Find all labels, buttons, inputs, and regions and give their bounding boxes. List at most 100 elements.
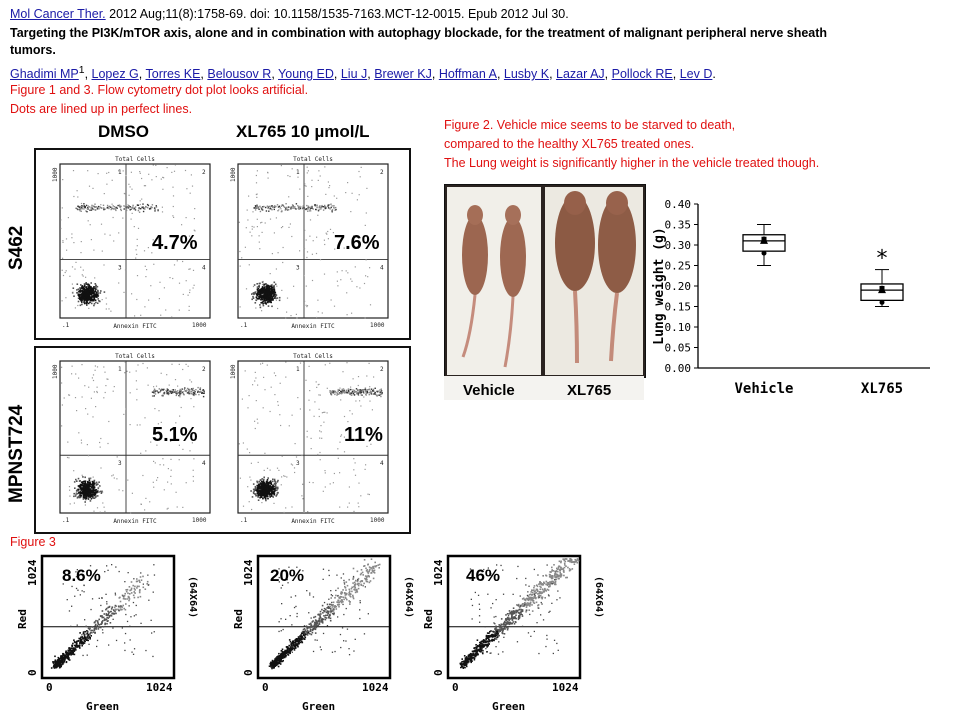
x-category-label: Vehicle (734, 381, 793, 397)
quadrant-label: 2 (380, 169, 384, 176)
plot-bottom-label: Annexin FITC (113, 518, 157, 525)
x-axis-label: Green (86, 700, 119, 713)
article-title-line2: tumors. (10, 42, 56, 59)
x-axis-label: Green (302, 700, 335, 713)
plot-top-label: Total Cells (293, 353, 333, 360)
percent-fig3-3: 46% (466, 566, 500, 586)
note-figure1-3-line1: Figure 1 and 3. Flow cytometry dot plot … (10, 81, 308, 99)
author-link[interactable]: Lev D (680, 67, 713, 81)
quadrant-label: 4 (380, 460, 384, 467)
author-link[interactable]: Belousov R (207, 67, 271, 81)
quadrant-label: 3 (118, 460, 122, 467)
x-tick-label: 1024 (362, 681, 389, 694)
y-axis-label: Red (232, 609, 245, 629)
citation-line: Mol Cancer Ther. 2012 Aug;11(8):1758-69.… (10, 6, 569, 22)
quadrant-label: 2 (202, 169, 206, 176)
y-tick-label: 0.40 (665, 198, 692, 211)
box-xl765 (861, 270, 903, 307)
plot-top-label: Total Cells (115, 156, 155, 163)
y-tick-label: 1024 (242, 559, 255, 586)
tick-label: .1 (62, 322, 70, 329)
citation-text: 2012 Aug;11(8):1758-69. doi: 10.1158/153… (106, 7, 569, 21)
note-figure2-line1: Figure 2. Vehicle mice seems to be starv… (444, 116, 735, 134)
article-title-line1: Targeting the PI3K/mTOR axis, alone and … (10, 25, 827, 42)
author-link[interactable]: Ghadimi MP (10, 67, 79, 81)
tick-label: 1000 (370, 322, 385, 329)
author-link[interactable]: Pollock RE (612, 67, 673, 81)
quadrant-label: 2 (380, 366, 384, 373)
tick-label: 1000 (192, 517, 207, 524)
plot-top-label: Total Cells (293, 156, 333, 163)
y-tick-label: 0.35 (665, 219, 692, 232)
author-link[interactable]: Liu J (341, 67, 367, 81)
quadrant-label: 4 (202, 460, 206, 467)
row-label-mpnst724: MPNST724 (6, 405, 28, 503)
percent-fig3-2: 20% (270, 566, 304, 586)
y-axis-label: Lung weight (g) (652, 227, 667, 344)
y-tick-label: 1024 (26, 559, 39, 586)
y-tick-label: 0.05 (665, 342, 692, 355)
mouse-label-vehicle: Vehicle (463, 382, 515, 399)
mouse-label-xl765: XL765 (567, 382, 611, 399)
tick-label: .1 (240, 322, 248, 329)
percent-fig3-1: 8.6% (62, 566, 101, 586)
quadrant-label: 4 (202, 264, 206, 271)
y-tick-label: 0.10 (665, 321, 692, 334)
y-tick-label: 0.20 (665, 280, 692, 293)
tick-label: .1 (240, 517, 248, 524)
y-tick-label: 0 (242, 669, 255, 676)
percent-s462-dmso: 4.7% (152, 232, 198, 255)
note-figure2-line3: The Lung weight is significantly higher … (444, 154, 819, 172)
author-link[interactable]: Torres KE (146, 67, 201, 81)
y-tick-label: 0 (432, 669, 445, 676)
plot-bottom-label: Annexin FITC (291, 518, 335, 525)
y-tick-label: 0 (26, 669, 39, 676)
x-tick-label: 1024 (146, 681, 173, 694)
author-link[interactable]: Young ED (278, 67, 334, 81)
note-figure1-3-line2: Dots are lined up in perfect lines. (10, 100, 192, 118)
quadrant-label: 4 (380, 264, 384, 271)
author-link[interactable]: Lazar AJ (556, 67, 605, 81)
quadrant-label: 3 (296, 460, 300, 467)
author-link[interactable]: Lusby K (504, 67, 549, 81)
column-header-xl765: XL765 10 µmol/L (236, 122, 370, 142)
plot-bottom-label: Annexin FITC (113, 323, 157, 330)
author-link[interactable]: Brewer KJ (374, 67, 432, 81)
y-axis-label: Red (422, 609, 435, 629)
tick-label: 1000 (370, 517, 385, 524)
quadrant-label: 2 (202, 366, 206, 373)
plot-top-label: Total Cells (115, 353, 155, 360)
author-list: Ghadimi MP1, Lopez G, Torres KE, Belouso… (10, 63, 716, 82)
y-tick-label: 0.30 (665, 239, 692, 252)
author-link[interactable]: Hoffman A (439, 67, 497, 81)
scatter-plot-1: 1024 0 Red 0 1024 Green (64X64) (12, 550, 208, 720)
tick-label: 1000 (52, 364, 59, 379)
journal-link[interactable]: Mol Cancer Ther. (10, 7, 106, 21)
side-label: (64X64) (187, 576, 198, 618)
tick-label: 1000 (192, 322, 207, 329)
tick-label: 1000 (230, 167, 237, 182)
percent-s462-xl765: 7.6% (334, 232, 380, 255)
note-figure2-line2: compared to the healthy XL765 treated on… (444, 135, 694, 153)
y-tick-label: 1024 (432, 559, 445, 586)
significance-asterisk: * (875, 247, 888, 272)
x-axis-label: Green (492, 700, 525, 713)
box-vehicle (743, 225, 785, 266)
author-link[interactable]: Lopez G (92, 67, 139, 81)
y-axis-label: Red (16, 609, 29, 629)
y-tick-label: 0.15 (665, 301, 692, 314)
quadrant-label: 3 (118, 264, 122, 271)
row-label-s462: S462 (6, 226, 28, 270)
quadrant-label: 3 (296, 264, 300, 271)
percent-mpnst724-dmso: 5.1% (152, 424, 198, 447)
mouse-photo-illustration (445, 185, 645, 377)
x-tick-label: 0 (46, 681, 53, 694)
quadrant-label: 1 (296, 169, 300, 176)
tick-label: 1000 (52, 167, 59, 182)
x-tick-label: 1024 (552, 681, 579, 694)
plot-bottom-label: Annexin FITC (291, 323, 335, 330)
percent-mpnst724-xl765: 11% (344, 424, 383, 447)
